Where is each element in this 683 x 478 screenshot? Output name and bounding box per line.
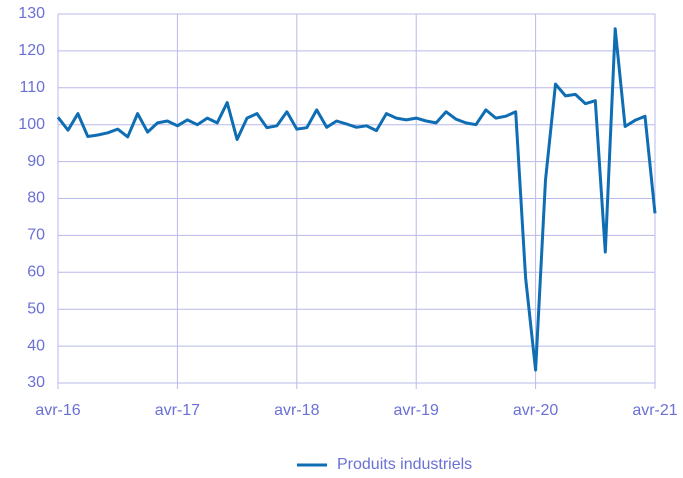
y-tick-label: 110 [19,79,45,96]
y-tick-label: 50 [27,300,45,317]
x-tick-label: avr-20 [513,402,558,419]
legend-label: Produits industriels [337,456,472,473]
y-tick-label: 80 [27,190,45,207]
y-tick-label: 60 [27,264,45,281]
y-tick-label: 130 [18,5,45,22]
y-tick-label: 30 [27,374,45,391]
y-tick-label: 40 [27,337,45,354]
x-tick-label: avr-17 [155,402,200,419]
y-tick-label: 120 [18,42,45,59]
y-tick-label: 90 [27,153,45,170]
x-tick-label: avr-16 [35,402,80,419]
y-tick-label: 100 [18,116,45,133]
x-tick-label: avr-18 [274,402,319,419]
x-tick-label: avr-21 [632,402,677,419]
data-line [56,27,657,372]
x-tick-label: avr-19 [394,402,439,419]
y-tick-label: 70 [27,227,45,244]
